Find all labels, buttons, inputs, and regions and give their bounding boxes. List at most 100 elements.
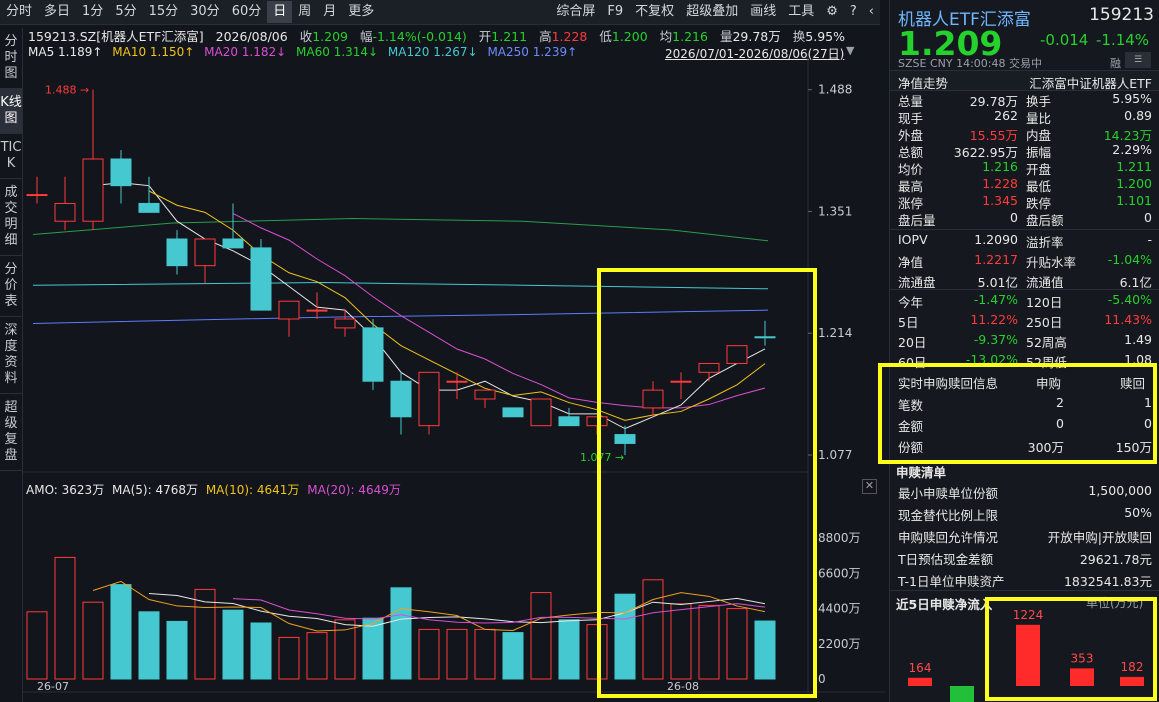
volume-bar[interactable] <box>418 628 440 680</box>
period-tab-7[interactable]: 日 <box>267 1 293 23</box>
market-status: SZSE CNY 14:00:48 交易中 <box>898 57 1042 70</box>
volume-bar[interactable] <box>166 620 188 680</box>
highlight-box-subscription <box>878 363 1157 464</box>
candle[interactable] <box>194 238 216 284</box>
candle[interactable] <box>726 345 748 364</box>
volume-bar[interactable] <box>306 632 328 680</box>
range-dropdown-icon[interactable]: ▼ <box>846 44 855 57</box>
volume-bar[interactable] <box>110 584 132 680</box>
toolbar-tool-3[interactable]: 超级叠加 <box>686 4 739 19</box>
volume-bar[interactable] <box>278 636 300 680</box>
candle[interactable] <box>614 425 636 455</box>
ma60-line <box>32 218 769 242</box>
candle[interactable] <box>110 150 132 204</box>
candle[interactable] <box>530 398 552 427</box>
candle[interactable] <box>502 407 524 418</box>
candle[interactable] <box>642 381 664 417</box>
candle[interactable] <box>474 389 496 408</box>
volume-bar[interactable] <box>222 609 244 680</box>
volume-bar[interactable] <box>726 608 748 680</box>
volume-bar[interactable] <box>250 622 272 680</box>
toolbar-tool-0[interactable]: 综合屏 <box>556 4 596 19</box>
period-high-mark: 1.488 → <box>45 84 89 97</box>
nav-header[interactable]: 净值走势 汇添富中证机器人ETF <box>890 70 1159 91</box>
date-range-selector[interactable]: 2026/07/01-2026/08/06(27日) <box>665 47 845 61</box>
candle[interactable] <box>306 292 328 319</box>
volume-bar[interactable] <box>194 588 216 680</box>
candle[interactable] <box>334 310 356 337</box>
close-label: 收 <box>299 29 313 44</box>
candle[interactable] <box>250 239 272 311</box>
row-label: 最高 <box>898 179 924 194</box>
net-flow-bar <box>908 677 932 686</box>
candle[interactable] <box>390 372 412 435</box>
side-tab-4[interactable]: 分价表 <box>0 256 22 317</box>
candle[interactable] <box>698 362 720 382</box>
candle[interactable] <box>54 176 76 231</box>
period-tab-1[interactable]: 多日 <box>44 4 71 19</box>
volume-bar[interactable] <box>698 604 720 680</box>
toolbar-tool-4[interactable]: 画线 <box>750 4 777 19</box>
volume-bar[interactable] <box>754 620 776 680</box>
candle[interactable] <box>166 230 188 275</box>
side-tab-5[interactable]: 深度资料 <box>0 317 22 394</box>
candle[interactable] <box>82 89 104 231</box>
row-value: 开放申购|开放赎回 <box>1047 530 1152 545</box>
period-tab-6[interactable]: 60分 <box>231 4 262 19</box>
candle[interactable] <box>670 372 692 399</box>
volume-bar[interactable] <box>614 593 636 680</box>
gear-icon[interactable]: ⚙ <box>826 4 838 19</box>
quote-row: 总量 29.78万 换手 5.95% <box>898 89 1152 109</box>
question-icon[interactable]: ? <box>849 4 857 19</box>
toolbar-tool-1[interactable]: F9 <box>607 4 624 19</box>
volume-bar[interactable] <box>670 603 692 680</box>
row-label: 5日 <box>898 315 919 330</box>
toolbar-tool-2[interactable]: 不复权 <box>635 4 675 19</box>
volume-bar[interactable] <box>502 632 524 680</box>
side-tab-6[interactable]: 超级复盘 <box>0 394 22 471</box>
volume-bar[interactable] <box>446 628 468 680</box>
volume-bar[interactable] <box>530 592 552 680</box>
period-tab-5[interactable]: 30分 <box>190 4 220 19</box>
side-tab-1[interactable]: K线图 <box>0 89 22 134</box>
kline-chart[interactable]: 1.488 1.351 1.214 1.077 1.488 → 1.077 → 8800万 6… <box>23 24 885 702</box>
row-value: 1.228 <box>982 176 1018 191</box>
date-axis-label: 26-07 <box>37 680 69 693</box>
volume-bar[interactable] <box>390 587 412 680</box>
volume-bar[interactable] <box>558 619 580 680</box>
side-tab-3[interactable]: 成交明细 <box>0 179 22 256</box>
volume-bar[interactable] <box>362 617 384 680</box>
volume-axis-label: 2200万 <box>818 637 861 651</box>
volume-bar[interactable] <box>138 611 160 680</box>
close-indicator-icon[interactable]: ✕ <box>862 479 877 494</box>
period-tab-4[interactable]: 15分 <box>148 4 179 19</box>
candle[interactable] <box>138 176 160 213</box>
period-tab-8[interactable]: 周 <box>298 4 312 19</box>
quote-row: 盘后量 0 盘后额 0 <box>898 208 1152 228</box>
volume-bar[interactable] <box>54 556 76 680</box>
period-tab-0[interactable]: 分时 <box>6 4 33 19</box>
period-tab-9[interactable]: 月 <box>323 4 337 19</box>
candle[interactable] <box>558 407 580 427</box>
chevron-left-icon[interactable]: ‹ <box>868 4 874 19</box>
period-tab-3[interactable]: 5分 <box>115 4 137 19</box>
nav-fund-name: 汇添富中证机器人ETF <box>1029 76 1152 91</box>
candle[interactable] <box>222 203 244 249</box>
side-tab-2[interactable]: TICK <box>0 134 22 179</box>
volume-bar[interactable] <box>334 619 356 680</box>
volume-bar[interactable] <box>82 601 104 680</box>
candle[interactable] <box>362 319 384 391</box>
candle[interactable] <box>26 176 48 204</box>
candle[interactable] <box>278 300 300 337</box>
volume-bar[interactable] <box>26 611 48 680</box>
subscribe-value: 0 <box>1056 416 1064 431</box>
candle[interactable] <box>418 371 440 435</box>
period-tab-10[interactable]: 更多 <box>348 4 375 19</box>
toolbar-tool-5[interactable]: 工具 <box>788 4 815 19</box>
candle[interactable] <box>754 320 776 346</box>
side-tab-0[interactable]: 分时图 <box>0 28 22 89</box>
candle[interactable] <box>446 372 468 399</box>
volume-bar[interactable] <box>474 628 496 680</box>
period-tab-2[interactable]: 1分 <box>82 4 104 19</box>
expand-panel-icon[interactable]: ☰ <box>1125 52 1151 68</box>
